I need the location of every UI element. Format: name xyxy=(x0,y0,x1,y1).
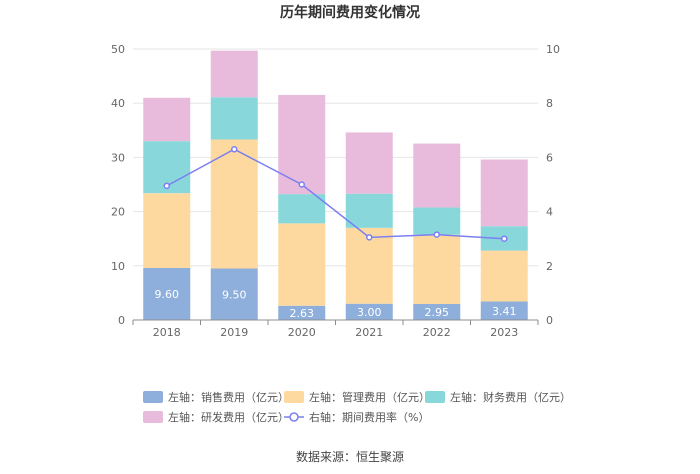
x-tick-label: 2020 xyxy=(288,326,316,339)
bar-labels: 9.60 9.50 2.63 3.00 2.95 3.41 xyxy=(155,288,517,320)
bar-value-label: 2.63 xyxy=(290,307,315,320)
legend-label: 左轴：研发费用（亿元） xyxy=(168,410,289,424)
left-tick-label: 50 xyxy=(111,43,125,56)
bar-segment xyxy=(413,304,461,320)
grid xyxy=(133,48,538,267)
left-tick-label: 40 xyxy=(111,97,125,110)
bar-value-label: 9.50 xyxy=(222,288,247,301)
bar-segment xyxy=(210,268,258,320)
left-axis: 0 10 20 30 40 50 xyxy=(111,43,125,327)
legend-label: 左轴：销售费用（亿元） xyxy=(168,390,289,404)
x-axis: 2018 2019 2020 2021 2022 2023 xyxy=(132,319,539,339)
source-note: 数据来源：恒生聚源 xyxy=(296,449,404,464)
bar-segment xyxy=(278,305,326,320)
bar-value-label: 2.95 xyxy=(425,306,450,319)
bar-value-label: 3.00 xyxy=(357,306,382,319)
legend-item[interactable]: 右轴：期间费用率（%） xyxy=(284,410,429,424)
legend-swatch xyxy=(143,411,163,423)
bar-value-label: 3.41 xyxy=(492,305,517,318)
bar-segment xyxy=(143,97,191,142)
legend-label: 右轴：期间费用率（%） xyxy=(309,410,429,424)
left-tick-label: 30 xyxy=(111,151,125,164)
bar-segment xyxy=(278,223,326,306)
legend-item[interactable]: 左轴：销售费用（亿元） xyxy=(143,390,289,404)
right-tick-label: 8 xyxy=(546,97,553,110)
bar-segment xyxy=(413,234,461,305)
bar-segment xyxy=(210,50,258,98)
rate-point xyxy=(433,231,440,238)
rate-point xyxy=(501,235,508,242)
bar-segment xyxy=(480,301,528,320)
legend-swatch xyxy=(143,391,163,403)
right-tick-label: 0 xyxy=(546,314,553,327)
right-axis: 0 2 4 6 8 10 xyxy=(546,43,560,327)
bar-segment xyxy=(345,193,393,228)
left-tick-label: 20 xyxy=(111,206,125,219)
legend[interactable]: 左轴：销售费用（亿元） 左轴：管理费用（亿元） 左轴：财务费用（亿元） 左轴：研发费用… xyxy=(143,390,571,424)
legend-point-marker xyxy=(289,412,299,422)
right-tick-label: 6 xyxy=(546,151,553,164)
legend-label: 左轴：财务费用（亿元） xyxy=(450,390,571,404)
x-tick-label: 2021 xyxy=(355,326,383,339)
bar-segment xyxy=(345,303,393,320)
rate-point xyxy=(298,181,305,188)
rate-point xyxy=(231,146,238,153)
left-tick-label: 10 xyxy=(111,260,125,273)
bar-value-label: 9.60 xyxy=(155,288,180,301)
right-tick-label: 10 xyxy=(546,43,560,56)
x-tick-label: 2023 xyxy=(490,326,518,339)
legend-label: 左轴：管理费用（亿元） xyxy=(309,390,430,404)
legend-swatch xyxy=(425,391,445,403)
bar-segment xyxy=(210,97,258,140)
legend-item[interactable]: 左轴：管理费用（亿元） xyxy=(284,390,430,404)
x-tick-label: 2022 xyxy=(423,326,451,339)
bar-segment xyxy=(143,193,191,268)
x-tick-label: 2019 xyxy=(220,326,248,339)
right-tick-label: 2 xyxy=(546,260,553,273)
bar-segment xyxy=(143,267,191,320)
legend-item[interactable]: 左轴：研发费用（亿元） xyxy=(143,410,289,424)
chart-title: 历年期间费用变化情况 xyxy=(280,4,420,21)
rate-line-path xyxy=(166,148,505,240)
rate-point xyxy=(366,234,373,241)
bar-segment xyxy=(278,94,326,195)
bar-segment xyxy=(413,207,461,235)
bar-segment xyxy=(480,159,528,227)
rate-line xyxy=(163,146,508,242)
bars xyxy=(143,50,528,320)
right-tick-label: 4 xyxy=(546,206,553,219)
left-tick-label: 0 xyxy=(118,314,125,327)
x-tick-label: 2018 xyxy=(153,326,181,339)
legend-swatch xyxy=(284,391,304,403)
bar-segment xyxy=(210,139,258,269)
bar-segment xyxy=(413,143,461,208)
rate-point xyxy=(163,182,170,190)
bar-segment xyxy=(278,194,326,224)
bar-segment xyxy=(480,250,528,302)
legend-item[interactable]: 左轴：财务费用（亿元） xyxy=(425,390,571,404)
bar-segment xyxy=(345,132,393,194)
